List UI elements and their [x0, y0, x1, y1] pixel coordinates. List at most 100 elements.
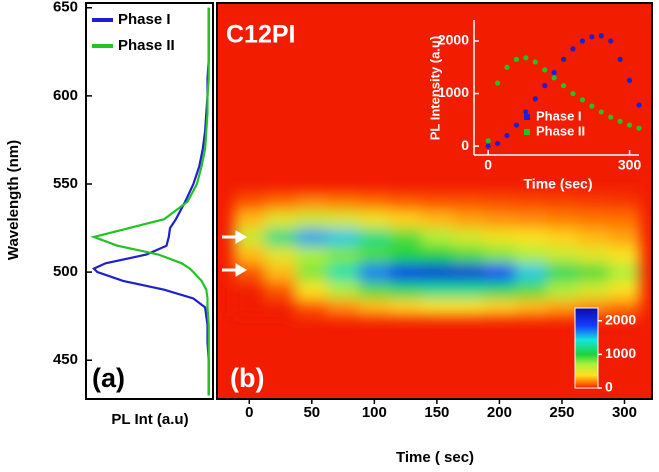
- heatmap-cell: [515, 280, 547, 300]
- heatmap-cell: [577, 280, 610, 300]
- heatmap-cell: [233, 298, 266, 317]
- heatmap-cell: [515, 192, 547, 211]
- heatmap-cell: [483, 298, 516, 317]
- inset-point: [523, 55, 529, 61]
- heatmap-cell: [296, 245, 328, 264]
- heatmap-cell: [421, 192, 454, 211]
- heatmap-cell: [577, 228, 610, 247]
- heatmap-cell: [421, 228, 454, 247]
- heatmap-cell: [452, 210, 485, 229]
- heatmap-cell: [358, 245, 391, 264]
- inset-point: [504, 64, 510, 70]
- legend-label: Phase II: [536, 123, 585, 138]
- heatmap-cells: [233, 192, 641, 317]
- inset-point: [608, 114, 614, 120]
- heatmap-cell: [483, 192, 516, 211]
- heatmap-cell: [296, 192, 328, 211]
- heatmap-cell: [264, 263, 297, 282]
- legend-label: Phase II: [118, 37, 175, 54]
- heatmap-cell: [233, 210, 266, 229]
- arrows: [222, 230, 247, 277]
- heatmap-cell: [608, 263, 641, 282]
- heatmap-cell: [515, 210, 547, 229]
- colorbar: [574, 307, 599, 389]
- arrow-head: [235, 263, 247, 277]
- inset-point: [560, 83, 567, 89]
- chart-title: C12PI: [226, 21, 295, 49]
- heatmap-cell: [421, 298, 454, 317]
- heatmap-cell: [264, 192, 297, 211]
- heatmap-cell: [608, 280, 641, 300]
- x-axis-label: PL Int (a.u): [111, 411, 188, 428]
- inset-point: [532, 96, 538, 102]
- inset-x-tick-label: 0: [484, 157, 492, 173]
- heatmap-cell: [608, 228, 641, 247]
- heatmap-cell: [515, 228, 547, 247]
- colorbar-label: 1000: [605, 345, 636, 361]
- inset-point: [513, 122, 520, 128]
- heatmap-cell: [515, 298, 547, 317]
- heatmap-cell: [264, 298, 297, 317]
- y-tick-label: 500: [53, 263, 78, 280]
- y-tick-label: 450: [53, 351, 78, 368]
- inset-point: [636, 125, 642, 131]
- inset-point: [494, 80, 501, 86]
- heatmap-cell: [358, 280, 391, 300]
- y-tick-label: 650: [53, 0, 78, 16]
- heatmap-cell: [577, 245, 610, 264]
- heatmap-cell: [358, 263, 391, 282]
- inset-y-axis-label: PL Intensity (a.u): [427, 36, 442, 141]
- inset-point: [560, 56, 567, 62]
- inset-point: [494, 140, 501, 147]
- heatmap-cell: [452, 280, 485, 300]
- x-tick-label: 50: [303, 404, 320, 421]
- legend-swatch: [524, 114, 530, 120]
- heatmap-cell: [358, 298, 391, 317]
- heatmap-cell: [577, 210, 610, 229]
- heatmap-cell: [483, 263, 516, 282]
- heatmap-cell: [421, 210, 454, 229]
- heatmap-cell: [233, 228, 266, 247]
- inset-point: [626, 77, 633, 84]
- heatmap-cell: [577, 263, 610, 282]
- heatmap-cell: [233, 280, 266, 300]
- inset-point: [598, 109, 604, 115]
- heatmap-cell: [546, 245, 579, 264]
- inset-point: [589, 103, 595, 109]
- heatmap-cell: [608, 192, 641, 211]
- heatmap-cell: [327, 192, 360, 211]
- legend-label: Phase I: [536, 108, 582, 123]
- heatmap-cell: [483, 210, 516, 229]
- inset-y-tick-label: 2000: [438, 32, 469, 48]
- heatmap-cell: [421, 280, 454, 300]
- inset-point: [542, 67, 548, 73]
- heatmap-cell: [389, 263, 422, 282]
- inset-point: [589, 34, 595, 40]
- heatmap-cell: [389, 192, 422, 211]
- inset-point: [532, 59, 538, 65]
- heatmap-cell: [389, 245, 422, 264]
- heatmap-cell: [421, 263, 454, 282]
- heatmap-cell: [264, 245, 297, 264]
- heatmap-cell: [515, 245, 547, 264]
- inset-point: [513, 56, 520, 62]
- heatmap-cell: [296, 280, 328, 300]
- heatmap-cell: [483, 245, 516, 264]
- heatmap-cell: [452, 263, 485, 282]
- heatmap-cell: [483, 280, 516, 300]
- heatmap-cell: [264, 280, 297, 300]
- x-tick-label: 0: [245, 404, 253, 421]
- heatmap-cell: [389, 210, 422, 229]
- x-axis-label: Time ( sec): [396, 449, 474, 466]
- heatmap-cell: [296, 228, 328, 247]
- inset-point: [598, 33, 604, 39]
- y-tick-label: 600: [53, 87, 78, 104]
- inset-point: [485, 138, 491, 144]
- heatmap-cell: [327, 228, 360, 247]
- spectrum-line: [90, 7, 210, 396]
- heatmap-cell: [608, 245, 641, 264]
- heatmap-cell: [327, 245, 360, 264]
- heatmap-cell: [546, 263, 579, 282]
